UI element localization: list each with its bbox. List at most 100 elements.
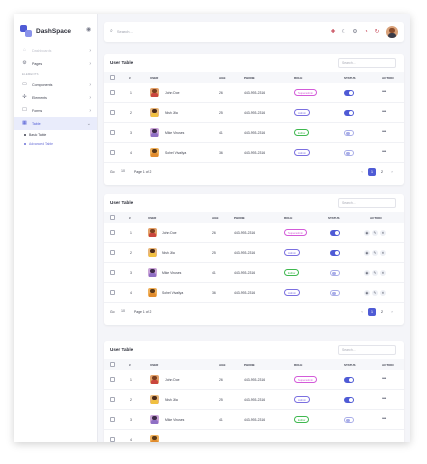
select-all-checkbox[interactable] bbox=[110, 362, 115, 367]
row-checkbox[interactable] bbox=[110, 270, 115, 275]
rows-per-page-select[interactable]: 10 bbox=[121, 169, 125, 173]
view-icon[interactable]: ◉ bbox=[364, 250, 370, 256]
delete-icon[interactable]: ✕ bbox=[380, 250, 386, 256]
column-header-num[interactable]: # bbox=[129, 363, 131, 367]
edit-icon[interactable]: ✎ bbox=[372, 250, 378, 256]
delete-icon[interactable]: ✕ bbox=[380, 290, 386, 296]
table-row[interactable]: 1 John Doe 26 443-993-2316 Superadmin ◉ ✎ ✕ bbox=[104, 223, 404, 243]
view-icon[interactable]: ◉ bbox=[364, 230, 370, 236]
more-options-icon[interactable]: ••• bbox=[382, 396, 386, 402]
table-row[interactable]: 2 Nish Jila 25 443-993-2316 Admin ••• bbox=[104, 390, 404, 410]
next-page-icon[interactable]: › bbox=[391, 309, 393, 314]
sidebar-item-forms[interactable]: ☐ Forms › bbox=[14, 104, 97, 117]
table-row[interactable]: 4 bbox=[104, 430, 404, 442]
sidebar-item-pages[interactable]: ⚙ Pages › bbox=[14, 57, 97, 70]
more-options-icon[interactable]: ••• bbox=[382, 129, 386, 135]
delete-icon[interactable]: ✕ bbox=[380, 270, 386, 276]
edit-icon[interactable]: ✎ bbox=[372, 290, 378, 296]
sidebar-item-components[interactable]: ▭ Components › bbox=[14, 78, 97, 91]
status-toggle[interactable] bbox=[344, 417, 354, 423]
more-options-icon[interactable]: ••• bbox=[382, 149, 386, 155]
more-options-icon[interactable]: ••• bbox=[382, 89, 386, 95]
column-header-action[interactable]: ACTION bbox=[382, 363, 394, 367]
sidebar-item-elements[interactable]: ✣ Elements › bbox=[14, 91, 97, 104]
column-header-user[interactable]: USER bbox=[148, 216, 157, 220]
row-checkbox[interactable] bbox=[110, 150, 115, 155]
page-button-current[interactable]: 1 bbox=[368, 308, 376, 316]
row-checkbox[interactable] bbox=[110, 250, 115, 255]
column-header-phone[interactable]: PHONE bbox=[244, 76, 255, 80]
row-checkbox[interactable] bbox=[110, 377, 115, 382]
status-toggle[interactable] bbox=[344, 130, 354, 136]
page-button[interactable]: 2 bbox=[380, 169, 384, 174]
view-icon[interactable]: ◉ bbox=[364, 290, 370, 296]
more-options-icon[interactable]: ••• bbox=[382, 376, 386, 382]
column-header-status[interactable]: STATUS bbox=[328, 216, 340, 220]
row-checkbox[interactable] bbox=[110, 290, 115, 295]
status-toggle[interactable] bbox=[330, 250, 340, 256]
table-row[interactable]: 4 Sohel Vivaliya 36 443-993-2316 Admin ••• bbox=[104, 143, 404, 163]
column-header-age[interactable]: AGE bbox=[219, 363, 226, 367]
page-button[interactable]: 2 bbox=[380, 309, 384, 314]
column-header-action[interactable]: ACTION bbox=[382, 76, 394, 80]
edit-icon[interactable]: ✎ bbox=[372, 270, 378, 276]
select-all-checkbox[interactable] bbox=[110, 215, 115, 220]
table-row[interactable]: 3 Mike Viruses 41 443-993-2316 Editor ••• bbox=[104, 410, 404, 430]
prev-page-icon[interactable]: ‹ bbox=[361, 309, 363, 314]
table-row[interactable]: 2 Nish Jila 25 443-993-2316 Admin ◉ ✎ ✕ bbox=[104, 243, 404, 263]
more-options-icon[interactable]: ••• bbox=[382, 109, 386, 115]
status-toggle[interactable] bbox=[344, 377, 354, 383]
sidebar-item-table[interactable]: ▦ Table ⌄ bbox=[14, 117, 97, 130]
row-checkbox[interactable] bbox=[110, 130, 115, 135]
table-row[interactable]: 3 Mike Viruses 41 443-993-2316 Editor ◉ ✎ ✕ bbox=[104, 263, 404, 283]
table-search-input[interactable]: Search... bbox=[338, 198, 396, 208]
view-icon[interactable]: ◉ bbox=[364, 270, 370, 276]
column-header-phone[interactable]: PHONE bbox=[234, 216, 245, 220]
select-all-checkbox[interactable] bbox=[110, 75, 115, 80]
prev-page-icon[interactable]: ‹ bbox=[361, 169, 363, 174]
sidebar-subitem-advanced-table[interactable]: Advanced Table bbox=[14, 139, 97, 148]
table-search-input[interactable]: Search... bbox=[338, 345, 396, 355]
avatar[interactable] bbox=[386, 26, 398, 38]
status-toggle[interactable] bbox=[344, 110, 354, 116]
sidebar-item-dashboards[interactable]: ⌂ Dashboards › bbox=[14, 44, 97, 57]
column-header-status[interactable]: STATUS bbox=[344, 363, 356, 367]
table-row[interactable]: 2 Nish Jila 25 443-993-2316 Admin ••• bbox=[104, 103, 404, 123]
row-checkbox[interactable] bbox=[110, 397, 115, 402]
column-header-role[interactable]: ROLE bbox=[294, 363, 303, 367]
sidebar-toggle-icon[interactable]: ◉ bbox=[86, 27, 92, 33]
column-header-role[interactable]: ROLE bbox=[284, 216, 293, 220]
row-checkbox[interactable] bbox=[110, 90, 115, 95]
next-page-icon[interactable]: › bbox=[391, 169, 393, 174]
table-row[interactable]: 4 Sohel Vivaliya 36 443-993-2316 Admin ◉ ✎ ✕ bbox=[104, 283, 404, 303]
gear-icon[interactable]: ⚙ bbox=[352, 29, 358, 35]
table-row[interactable]: 3 Mike Viruses 41 443-993-2316 Editor ••• bbox=[104, 123, 404, 143]
rows-per-page-select[interactable]: 10 bbox=[121, 309, 125, 313]
table-search-input[interactable]: Search... bbox=[338, 58, 396, 68]
moon-icon[interactable]: ☾ bbox=[341, 29, 347, 35]
row-checkbox[interactable] bbox=[110, 110, 115, 115]
edit-icon[interactable]: ✎ bbox=[372, 230, 378, 236]
search-input[interactable]: Search... bbox=[116, 28, 133, 34]
column-header-status[interactable]: STATUS bbox=[344, 76, 356, 80]
table-row[interactable]: 1 John Doe 26 443-993-2316 Superadmin ••• bbox=[104, 370, 404, 390]
delete-icon[interactable]: ✕ bbox=[380, 230, 386, 236]
refresh-icon[interactable]: ↻ bbox=[374, 29, 380, 35]
notification-icon[interactable]: ◔ bbox=[364, 29, 368, 35]
status-toggle[interactable] bbox=[330, 290, 340, 296]
status-toggle[interactable] bbox=[330, 230, 340, 236]
column-header-phone[interactable]: PHONE bbox=[244, 363, 255, 367]
status-toggle[interactable] bbox=[344, 150, 354, 156]
page-button-current[interactable]: 1 bbox=[368, 168, 376, 176]
row-checkbox[interactable] bbox=[110, 437, 115, 442]
row-checkbox[interactable] bbox=[110, 230, 115, 235]
column-header-age[interactable]: AGE bbox=[219, 76, 226, 80]
status-toggle[interactable] bbox=[344, 90, 354, 96]
status-toggle[interactable] bbox=[330, 270, 340, 276]
column-header-role[interactable]: ROLE bbox=[294, 76, 303, 80]
row-checkbox[interactable] bbox=[110, 417, 115, 422]
more-options-icon[interactable]: ••• bbox=[382, 416, 386, 422]
column-header-age[interactable]: AGE bbox=[212, 216, 219, 220]
status-toggle[interactable] bbox=[344, 397, 354, 403]
flag-icon[interactable]: ✚ bbox=[330, 29, 336, 35]
